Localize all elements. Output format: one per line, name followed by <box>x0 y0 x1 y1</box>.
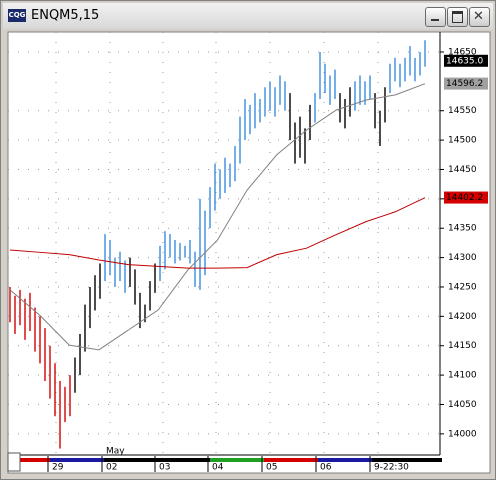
moving-average <box>9 197 426 269</box>
minimize-button[interactable] <box>425 7 446 27</box>
session-strip <box>50 458 104 462</box>
app-icon: CQG <box>8 9 26 22</box>
session-strip <box>20 458 50 462</box>
y-tick-label: 14650 <box>448 47 477 57</box>
month-label: May <box>106 447 125 457</box>
window-title: ENQM5,15 <box>31 8 100 23</box>
y-tick-label: 14000 <box>448 429 477 439</box>
session-strip <box>372 458 442 462</box>
chart-area <box>7 31 491 474</box>
session-strip <box>264 458 318 462</box>
x-tick-label: 06 <box>320 463 332 473</box>
y-tick-label: 14200 <box>448 312 477 322</box>
price-marker <box>444 54 488 67</box>
x-tick-label: 03 <box>159 463 170 473</box>
x-tick-label: 02 <box>106 463 117 473</box>
price-marker <box>444 191 488 204</box>
price-marker-label: 14402.2 <box>446 193 483 203</box>
session-strip <box>104 458 157 462</box>
y-tick-label: 14350 <box>448 224 477 234</box>
session-strip <box>318 458 372 462</box>
y-tick-label: 14150 <box>448 341 477 351</box>
price-marker-label: 14635.0 <box>446 56 483 66</box>
x-tick-label: 05 <box>266 463 277 473</box>
moving-average <box>9 83 426 351</box>
x-tick-label: 29 <box>52 463 64 473</box>
session-strip <box>210 458 264 462</box>
maximize-button[interactable] <box>447 7 468 27</box>
y-tick-label: 14250 <box>448 282 477 292</box>
price-marker-label: 14596.2 <box>446 79 483 89</box>
y-tick-label: 14500 <box>448 136 477 146</box>
y-tick-label: 14050 <box>448 400 477 410</box>
y-tick-label: 14450 <box>448 165 477 175</box>
price-marker <box>444 77 488 90</box>
scroll-box[interactable] <box>7 452 21 472</box>
title-bar: CQG ENQM5,15 ✕ <box>3 3 493 29</box>
close-button[interactable]: ✕ <box>469 7 490 27</box>
x-tick-label: 9-22:30 <box>374 463 409 473</box>
y-tick-label: 14100 <box>448 371 477 381</box>
x-tick-label: 04 <box>212 463 224 473</box>
session-strip <box>157 458 210 462</box>
y-tick-label: 14300 <box>448 253 477 263</box>
y-tick-label: 14550 <box>448 106 477 116</box>
